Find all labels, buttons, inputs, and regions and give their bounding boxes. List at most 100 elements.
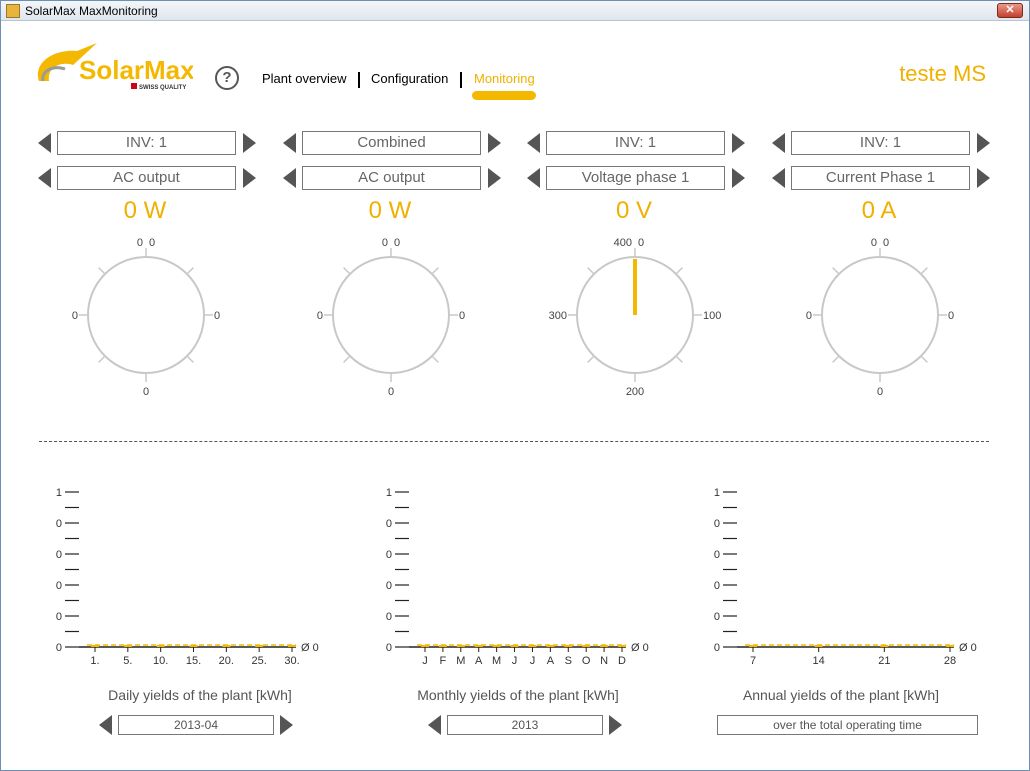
gauge-tick-label: 200 bbox=[626, 386, 644, 398]
arrow-left-icon[interactable] bbox=[99, 715, 112, 735]
bar bbox=[438, 645, 447, 647]
arrow-left-icon[interactable] bbox=[772, 168, 785, 188]
x-tick-label: 10. bbox=[153, 655, 168, 667]
gauge-tick-label: 0 bbox=[806, 310, 812, 322]
arrow-left-icon[interactable] bbox=[283, 133, 296, 153]
gauge-device-field[interactable]: INV: 1 bbox=[546, 131, 725, 155]
nav-separator bbox=[358, 72, 360, 88]
nav-configuration[interactable]: Configuration bbox=[371, 71, 449, 86]
gauge-dial: 0 00 00 bbox=[317, 237, 465, 398]
nav-plant-overview[interactable]: Plant overview bbox=[262, 71, 347, 86]
gauge-tick-label: 0 bbox=[883, 237, 889, 249]
gauge-tick bbox=[921, 267, 928, 274]
help-icon[interactable]: ? bbox=[215, 66, 239, 90]
arrow-right-icon[interactable] bbox=[609, 715, 622, 735]
plant-name: teste MS bbox=[899, 61, 986, 86]
yield-chart: 1 0 0 0 0 0 1. 5. 10. 15. 20. 25. 30.Ø 0 bbox=[56, 487, 319, 667]
y-tick-label: 0 bbox=[386, 611, 392, 623]
bar bbox=[946, 645, 954, 647]
gauge-tick-label: 0 bbox=[877, 386, 883, 398]
arrow-left-icon[interactable] bbox=[38, 133, 51, 153]
gauge-tick bbox=[832, 267, 839, 274]
gauge-tick bbox=[98, 356, 105, 363]
gauge-tick bbox=[98, 267, 105, 274]
gauge-tick-label: 0 bbox=[871, 237, 877, 249]
x-tick-label: 25. bbox=[252, 655, 267, 667]
gauge-tick bbox=[343, 356, 350, 363]
bar bbox=[421, 645, 429, 647]
gauge-device-selector: INV: 1 bbox=[772, 131, 990, 155]
gauge-value: 0 A bbox=[861, 197, 897, 224]
gauge-tick bbox=[676, 267, 683, 274]
gauge-dial: 400 0 300 100 200 bbox=[549, 237, 722, 398]
gauge-measure-selector: AC output bbox=[283, 166, 501, 190]
arrow-right-icon[interactable] bbox=[732, 133, 745, 153]
gauge-value: 0 W bbox=[123, 197, 167, 224]
gauge-tick bbox=[587, 267, 594, 274]
x-tick-label: J bbox=[422, 655, 428, 667]
gauge-measure-field[interactable]: Current Phase 1 bbox=[791, 166, 970, 190]
bar bbox=[618, 645, 626, 647]
y-tick-label: 0 bbox=[56, 642, 62, 654]
x-tick-label: M bbox=[456, 655, 465, 667]
gauge-device-field[interactable]: INV: 1 bbox=[57, 131, 236, 155]
gauge-measure-field[interactable]: AC output bbox=[57, 166, 236, 190]
y-tick-label: 1 bbox=[56, 487, 62, 499]
arrow-right-icon[interactable] bbox=[977, 168, 990, 188]
bar bbox=[123, 645, 132, 647]
x-tick-label: D bbox=[618, 655, 626, 667]
gauge-tick-label: 0 bbox=[394, 237, 400, 249]
arrow-left-icon[interactable] bbox=[38, 168, 51, 188]
arrow-right-icon[interactable] bbox=[280, 715, 293, 735]
gauge-device-field[interactable]: Combined bbox=[302, 131, 481, 155]
y-tick-label: 0 bbox=[386, 549, 392, 561]
arrow-right-icon[interactable] bbox=[243, 133, 256, 153]
x-tick-label: 21 bbox=[878, 655, 890, 667]
arrow-right-icon[interactable] bbox=[243, 168, 256, 188]
bar bbox=[474, 645, 483, 647]
gauge-ring bbox=[87, 256, 205, 374]
arrow-left-icon[interactable] bbox=[428, 715, 441, 735]
x-tick-label: 7 bbox=[750, 655, 756, 667]
arrow-right-icon[interactable] bbox=[488, 133, 501, 153]
gauge-measure-field[interactable]: Voltage phase 1 bbox=[546, 166, 725, 190]
arrow-right-icon[interactable] bbox=[488, 168, 501, 188]
gauge-measure-field[interactable]: AC output bbox=[302, 166, 481, 190]
bar bbox=[546, 645, 555, 647]
arrow-left-icon[interactable] bbox=[527, 168, 540, 188]
nav-monitoring[interactable]: Monitoring bbox=[474, 71, 535, 86]
arrow-left-icon[interactable] bbox=[283, 168, 296, 188]
gauge-tick-label: 0 bbox=[143, 386, 149, 398]
yield-chart: 1 0 0 0 0 0 7 14 21 28Ø 0 bbox=[714, 487, 977, 667]
close-button[interactable]: ✕ bbox=[997, 3, 1023, 18]
gauge-value: 0 V bbox=[615, 197, 653, 224]
app-icon bbox=[6, 4, 20, 18]
y-tick-label: 0 bbox=[714, 580, 720, 592]
bar bbox=[600, 645, 609, 647]
gauge-tick-label: 0 bbox=[638, 237, 644, 249]
solarmax-logo: SolarMax SWISS QUALITY bbox=[37, 43, 193, 91]
gauge-device-field[interactable]: INV: 1 bbox=[791, 131, 970, 155]
arrow-right-icon[interactable] bbox=[977, 133, 990, 153]
arrow-left-icon[interactable] bbox=[772, 133, 785, 153]
average-label: Ø 0 bbox=[959, 642, 977, 654]
arrow-right-icon[interactable] bbox=[732, 168, 745, 188]
period-field[interactable]: 2013 bbox=[447, 715, 603, 735]
gauge-tick bbox=[832, 356, 839, 363]
y-tick-label: 0 bbox=[56, 549, 62, 561]
gauge-ring bbox=[576, 256, 694, 374]
y-tick-label: 1 bbox=[714, 487, 720, 499]
gauge-tick-label: 0 bbox=[149, 237, 155, 249]
period-field: over the total operating time bbox=[717, 715, 978, 735]
y-tick-label: 0 bbox=[714, 518, 720, 530]
period-field[interactable]: 2013-04 bbox=[118, 715, 274, 735]
chart-title: Monthly yields of the plant [kWh] bbox=[417, 687, 619, 703]
x-tick-label: 30. bbox=[284, 655, 299, 667]
gauge-device-selector: INV: 1 bbox=[527, 131, 745, 155]
y-tick-label: 0 bbox=[56, 580, 62, 592]
bar bbox=[510, 645, 519, 647]
arrow-left-icon[interactable] bbox=[527, 133, 540, 153]
section-divider bbox=[39, 441, 989, 442]
gauge-measure-selector: AC output bbox=[38, 166, 256, 190]
gauge-measure-selector: Current Phase 1 bbox=[772, 166, 990, 190]
